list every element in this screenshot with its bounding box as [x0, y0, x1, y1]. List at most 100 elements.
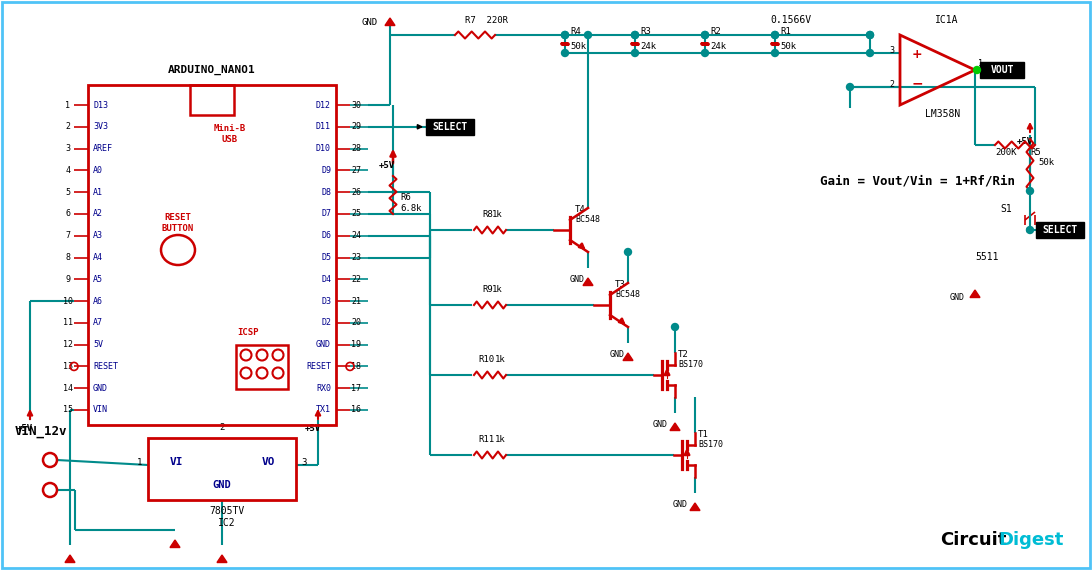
Text: 14: 14 [63, 384, 73, 393]
Text: R9: R9 [482, 285, 492, 294]
Text: 1k: 1k [495, 435, 506, 444]
Text: Digest: Digest [998, 531, 1064, 549]
Text: 21: 21 [351, 296, 361, 306]
Text: 5V: 5V [93, 340, 103, 349]
Text: D13: D13 [93, 100, 108, 109]
Text: SELECT: SELECT [1043, 225, 1078, 235]
Text: 18: 18 [351, 362, 361, 371]
Text: GND: GND [950, 293, 965, 302]
FancyBboxPatch shape [1036, 222, 1084, 238]
Text: 2: 2 [66, 123, 71, 131]
Circle shape [866, 31, 874, 39]
Text: BUTTON: BUTTON [162, 224, 194, 233]
Text: VI: VI [169, 457, 182, 467]
Text: +5V: +5V [1017, 137, 1033, 146]
Text: R1: R1 [780, 27, 791, 36]
Text: 50k: 50k [1038, 158, 1054, 167]
Text: BS170: BS170 [678, 360, 703, 369]
Text: T4: T4 [575, 205, 585, 214]
Text: D3: D3 [321, 296, 331, 306]
Text: 6: 6 [66, 209, 71, 218]
Bar [88, 85, 336, 425]
Text: D12: D12 [316, 100, 331, 109]
Text: TX1: TX1 [316, 405, 331, 414]
Text: RX0: RX0 [316, 384, 331, 393]
Polygon shape [385, 18, 395, 26]
Text: GND: GND [570, 275, 585, 284]
Text: R2: R2 [710, 27, 721, 36]
Text: RESET: RESET [165, 213, 191, 222]
Text: R5: R5 [1030, 148, 1041, 157]
Text: VIN_12v: VIN_12v [15, 425, 68, 438]
Polygon shape [170, 540, 180, 548]
Text: GND: GND [213, 480, 232, 490]
Text: 25: 25 [351, 209, 361, 218]
Text: ARDUINO_NANO1: ARDUINO_NANO1 [168, 65, 256, 75]
Text: +: + [912, 48, 923, 62]
Text: 1: 1 [978, 59, 983, 68]
Text: D2: D2 [321, 319, 331, 327]
Text: 23: 23 [351, 253, 361, 262]
Circle shape [561, 31, 569, 39]
Text: SELECT: SELECT [432, 122, 467, 132]
Text: 12: 12 [63, 340, 73, 349]
Text: USB: USB [222, 135, 238, 144]
Text: 2: 2 [890, 80, 894, 89]
Text: D8: D8 [321, 188, 331, 197]
Text: VOUT: VOUT [990, 65, 1013, 75]
Text: BS170: BS170 [698, 440, 723, 449]
Text: 9: 9 [66, 275, 71, 284]
Text: ICSP: ICSP [237, 328, 259, 337]
Text: A4: A4 [93, 253, 103, 262]
Circle shape [772, 31, 779, 39]
Bar [190, 85, 234, 115]
Circle shape [866, 31, 874, 39]
Text: 28: 28 [351, 144, 361, 153]
Text: 2: 2 [219, 423, 225, 432]
Text: 17: 17 [351, 384, 361, 393]
Text: LM358N: LM358N [925, 109, 960, 119]
Circle shape [631, 31, 639, 39]
Circle shape [631, 50, 639, 56]
Text: 10: 10 [63, 296, 73, 306]
Text: BC548: BC548 [615, 290, 640, 299]
Polygon shape [624, 353, 633, 360]
Text: 1: 1 [66, 100, 71, 109]
Text: A2: A2 [93, 209, 103, 218]
Text: +5V: +5V [379, 161, 395, 170]
Text: 200K: 200K [995, 148, 1017, 157]
Text: 3: 3 [890, 46, 894, 55]
Polygon shape [970, 290, 980, 298]
Text: 24k: 24k [640, 42, 656, 51]
Text: A7: A7 [93, 319, 103, 327]
Text: 11: 11 [63, 319, 73, 327]
Text: 1k: 1k [492, 210, 502, 219]
Text: AREF: AREF [93, 144, 112, 153]
Circle shape [584, 31, 592, 39]
Text: GND: GND [93, 384, 108, 393]
Text: 15: 15 [63, 405, 73, 414]
Text: 3V3: 3V3 [93, 123, 108, 131]
Text: Gain = Vout/Vin = 1+Rf/Rin: Gain = Vout/Vin = 1+Rf/Rin [820, 175, 1014, 188]
Text: R3: R3 [640, 27, 651, 36]
Text: 7: 7 [66, 231, 71, 240]
Text: 16: 16 [351, 405, 361, 414]
Text: −: − [912, 76, 924, 90]
Text: R4: R4 [570, 27, 581, 36]
Text: 6.8k: 6.8k [400, 204, 422, 213]
FancyBboxPatch shape [426, 119, 474, 135]
Text: 50k: 50k [780, 42, 796, 51]
Text: RESET: RESET [93, 362, 118, 371]
Text: 3: 3 [66, 144, 71, 153]
Text: S1: S1 [1000, 204, 1012, 214]
Text: IC1A: IC1A [935, 15, 959, 25]
Ellipse shape [973, 67, 981, 74]
Text: D5: D5 [321, 253, 331, 262]
Bar [236, 345, 288, 389]
Polygon shape [217, 555, 227, 563]
Text: A1: A1 [93, 188, 103, 197]
Text: D10: D10 [316, 144, 331, 153]
Text: 24: 24 [351, 231, 361, 240]
Text: T1: T1 [698, 430, 709, 439]
Circle shape [866, 50, 874, 56]
